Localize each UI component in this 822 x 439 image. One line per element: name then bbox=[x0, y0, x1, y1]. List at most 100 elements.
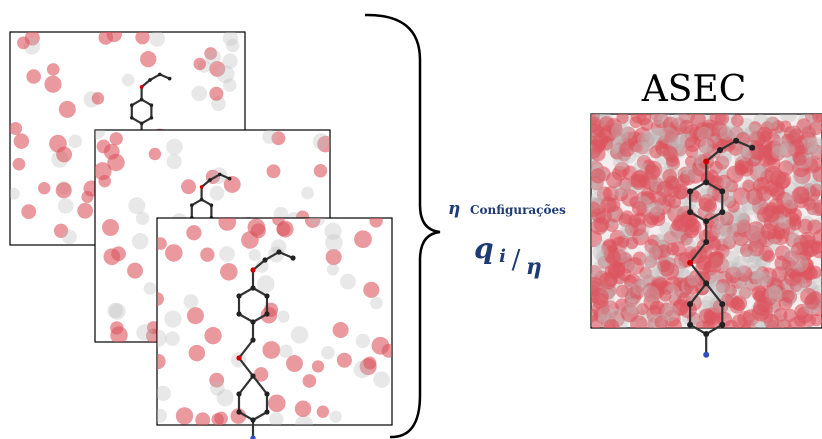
atom bbox=[703, 179, 709, 185]
asec-panel bbox=[583, 106, 822, 358]
solvent-atom bbox=[772, 138, 790, 156]
atom bbox=[236, 409, 241, 414]
solvent-atom bbox=[136, 324, 153, 341]
solvent-atom bbox=[140, 51, 156, 67]
solvent-atom bbox=[742, 250, 755, 263]
solvent-atom bbox=[808, 145, 822, 159]
configurations-label: η Configurações bbox=[448, 199, 566, 219]
solvent-atom bbox=[184, 294, 199, 309]
solvent-atom bbox=[136, 212, 149, 225]
solvent-atom bbox=[277, 310, 289, 322]
atom bbox=[250, 285, 255, 290]
solvent-atom bbox=[266, 164, 280, 178]
solvent-atom bbox=[295, 415, 313, 433]
solvent-atom bbox=[122, 74, 135, 87]
atom bbox=[719, 322, 725, 328]
solvent-atom bbox=[77, 203, 93, 219]
solvent-atom bbox=[674, 186, 688, 200]
solvent-atom bbox=[176, 407, 193, 424]
solvent-atom bbox=[107, 303, 123, 319]
solvent-atom bbox=[223, 31, 238, 46]
solvent-atom bbox=[660, 127, 677, 144]
solvent-atom bbox=[788, 128, 804, 144]
solvent-atom bbox=[189, 345, 205, 361]
solvent-atom bbox=[604, 319, 619, 334]
solvent-atom bbox=[144, 282, 157, 295]
atom bbox=[687, 322, 693, 328]
atom bbox=[250, 267, 255, 272]
atom bbox=[148, 78, 152, 82]
solvent-atom bbox=[691, 152, 703, 164]
solvent-atom bbox=[220, 263, 238, 281]
atom bbox=[703, 352, 709, 358]
atom bbox=[687, 260, 693, 266]
solvent-atom bbox=[761, 223, 777, 239]
solvent-atom bbox=[732, 314, 747, 329]
solvent-atom bbox=[632, 201, 647, 216]
solvent-atom bbox=[314, 164, 327, 177]
atom bbox=[262, 257, 267, 262]
solvent-atom bbox=[606, 141, 620, 155]
atom bbox=[210, 203, 214, 207]
solvent-atom bbox=[13, 158, 26, 171]
solvent-atom bbox=[585, 308, 599, 322]
solvent-atom bbox=[181, 179, 196, 194]
atom bbox=[236, 391, 241, 396]
eta-denominator: η bbox=[526, 254, 542, 280]
solvent-atom bbox=[337, 353, 352, 368]
atom bbox=[719, 301, 725, 307]
solvent-atom bbox=[107, 27, 122, 42]
atom bbox=[264, 311, 269, 316]
solvent-atom bbox=[731, 114, 744, 127]
atom bbox=[236, 311, 241, 316]
solvent-atom bbox=[784, 269, 802, 287]
solvent-atom bbox=[102, 219, 119, 236]
atom bbox=[717, 147, 723, 153]
solvent-atom bbox=[369, 214, 382, 227]
charge-symbol: q bbox=[474, 232, 494, 265]
solvent-atom bbox=[650, 202, 663, 215]
solvent-atom bbox=[687, 274, 699, 286]
atom bbox=[250, 435, 255, 439]
solvent-atom bbox=[590, 168, 605, 183]
solvent-atom bbox=[186, 225, 201, 240]
solvent-atom bbox=[729, 298, 745, 314]
atom bbox=[218, 173, 222, 177]
solvent-atom bbox=[777, 216, 789, 228]
solvent-atom bbox=[659, 289, 671, 301]
solvent-atom bbox=[606, 172, 622, 188]
solvent-atom bbox=[312, 360, 324, 372]
solvent-atom bbox=[191, 86, 207, 102]
atom bbox=[276, 249, 281, 254]
solvent-atom bbox=[262, 341, 280, 359]
solvent-atom bbox=[135, 30, 149, 44]
solvent-atom bbox=[21, 204, 36, 219]
solvent-atom bbox=[370, 297, 383, 310]
solvent-atom bbox=[633, 142, 650, 159]
solvent-atom bbox=[590, 146, 605, 161]
solvent-atom bbox=[317, 406, 329, 418]
solvent-atom bbox=[651, 111, 665, 125]
atom bbox=[236, 293, 241, 298]
solvent-atom bbox=[327, 264, 339, 276]
configurations-text: Configurações bbox=[470, 203, 566, 217]
atom bbox=[158, 73, 162, 77]
atom bbox=[719, 188, 725, 194]
solvent-atom bbox=[301, 187, 314, 200]
charge-subscript: i bbox=[499, 246, 506, 267]
solvent-atom bbox=[156, 386, 171, 401]
solvent-atom bbox=[62, 230, 77, 245]
solvent-atom bbox=[625, 298, 641, 314]
solvent-atom bbox=[752, 272, 767, 287]
configuration-panel bbox=[150, 210, 396, 439]
asec-label: ASEC bbox=[641, 69, 746, 110]
solvent-atom bbox=[187, 307, 204, 324]
solvent-atom bbox=[738, 148, 752, 162]
solvent-atom bbox=[251, 223, 266, 238]
fraction-slash: / bbox=[512, 245, 521, 275]
solvent-atom bbox=[619, 141, 635, 157]
solvent-atom bbox=[363, 282, 379, 298]
solvent-atom bbox=[149, 148, 161, 160]
solvent-atom bbox=[268, 395, 286, 413]
solvent-atom bbox=[632, 280, 647, 295]
